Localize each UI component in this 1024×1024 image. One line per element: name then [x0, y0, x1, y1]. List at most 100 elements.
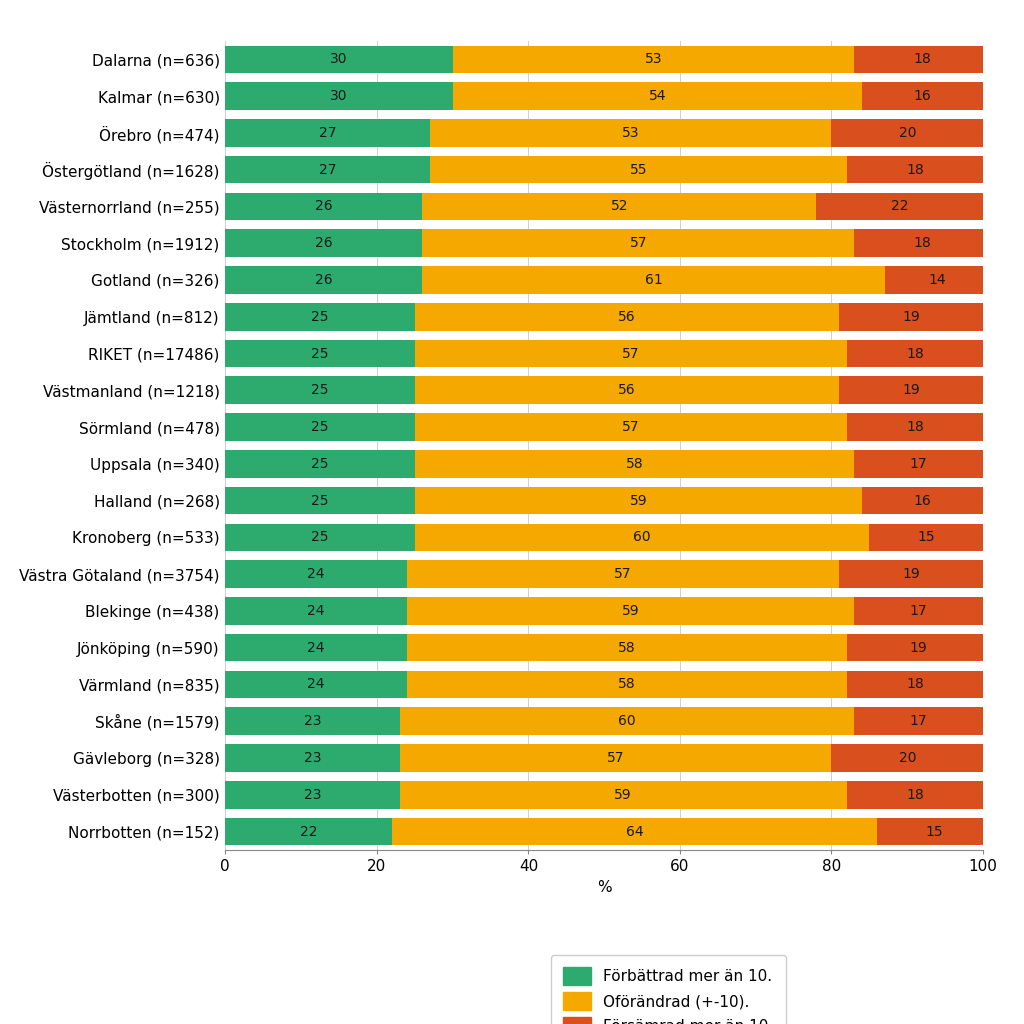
- Bar: [415, 523, 869, 551]
- Text: 64: 64: [626, 824, 643, 839]
- Text: 20: 20: [898, 126, 916, 140]
- Text: 61: 61: [644, 273, 663, 287]
- Bar: [225, 414, 415, 441]
- Text: 20: 20: [898, 751, 916, 765]
- Text: 25: 25: [311, 530, 329, 545]
- Text: 15: 15: [918, 530, 935, 545]
- Bar: [225, 560, 408, 588]
- Text: 19: 19: [909, 641, 928, 654]
- Text: 53: 53: [622, 126, 639, 140]
- Bar: [847, 671, 983, 698]
- Text: 19: 19: [902, 567, 920, 582]
- Text: 27: 27: [318, 126, 336, 140]
- Bar: [430, 156, 847, 183]
- Bar: [225, 119, 430, 146]
- Bar: [453, 82, 862, 110]
- Bar: [839, 303, 983, 331]
- Text: 18: 18: [906, 678, 924, 691]
- Text: 57: 57: [614, 567, 632, 582]
- Bar: [415, 414, 847, 441]
- Text: 16: 16: [913, 89, 931, 103]
- Bar: [839, 560, 983, 588]
- Text: 56: 56: [618, 309, 636, 324]
- Bar: [399, 781, 847, 809]
- Bar: [225, 377, 415, 404]
- Bar: [408, 634, 847, 662]
- Bar: [430, 119, 831, 146]
- Text: 24: 24: [307, 641, 325, 654]
- Text: 18: 18: [913, 52, 931, 67]
- Text: 53: 53: [645, 52, 663, 67]
- Bar: [847, 340, 983, 368]
- Bar: [831, 744, 983, 772]
- Bar: [408, 560, 839, 588]
- Bar: [225, 744, 399, 772]
- Bar: [225, 303, 415, 331]
- Text: 26: 26: [315, 200, 333, 213]
- Bar: [225, 597, 408, 625]
- Text: 19: 19: [902, 383, 920, 397]
- Text: 56: 56: [618, 383, 636, 397]
- Text: 59: 59: [622, 604, 640, 617]
- Text: 26: 26: [315, 273, 333, 287]
- Text: 23: 23: [304, 787, 322, 802]
- Text: 14: 14: [929, 273, 946, 287]
- Bar: [225, 82, 453, 110]
- Legend: Förbättrad mer än 10., Oförändrad (+-10)., Försämrad mer än 10.: Förbättrad mer än 10., Oförändrad (+-10)…: [551, 954, 785, 1024]
- Text: 25: 25: [311, 457, 329, 471]
- Bar: [415, 377, 839, 404]
- Text: 24: 24: [307, 567, 325, 582]
- Text: 15: 15: [925, 824, 943, 839]
- Text: 22: 22: [300, 824, 317, 839]
- Text: 57: 57: [607, 751, 625, 765]
- Bar: [422, 193, 816, 220]
- Text: 18: 18: [906, 420, 924, 434]
- Bar: [415, 450, 854, 477]
- Text: 57: 57: [622, 420, 639, 434]
- Text: 54: 54: [648, 89, 666, 103]
- Bar: [225, 671, 408, 698]
- Bar: [415, 303, 839, 331]
- Bar: [225, 156, 430, 183]
- Bar: [415, 486, 862, 514]
- Text: 60: 60: [633, 530, 651, 545]
- Text: 25: 25: [311, 309, 329, 324]
- Text: 18: 18: [906, 346, 924, 360]
- Bar: [225, 193, 422, 220]
- Bar: [399, 708, 854, 735]
- Bar: [847, 634, 990, 662]
- X-axis label: %: %: [597, 880, 611, 895]
- Bar: [847, 414, 983, 441]
- Text: 57: 57: [622, 346, 639, 360]
- Text: 18: 18: [913, 237, 931, 250]
- Bar: [408, 671, 847, 698]
- Bar: [877, 818, 990, 846]
- Text: 57: 57: [630, 237, 647, 250]
- Bar: [399, 744, 831, 772]
- Text: 25: 25: [311, 346, 329, 360]
- Bar: [225, 634, 408, 662]
- Bar: [831, 119, 983, 146]
- Text: 18: 18: [906, 163, 924, 177]
- Bar: [862, 486, 983, 514]
- Bar: [392, 818, 877, 846]
- Bar: [225, 523, 415, 551]
- Text: 26: 26: [315, 237, 333, 250]
- Text: 17: 17: [909, 714, 928, 728]
- Text: 24: 24: [307, 678, 325, 691]
- Text: 27: 27: [318, 163, 336, 177]
- Text: 58: 58: [618, 641, 636, 654]
- Bar: [225, 486, 415, 514]
- Text: 16: 16: [913, 494, 931, 508]
- Bar: [854, 450, 983, 477]
- Text: 30: 30: [330, 52, 348, 67]
- Text: 17: 17: [909, 457, 928, 471]
- Bar: [869, 523, 983, 551]
- Bar: [847, 781, 983, 809]
- Bar: [453, 45, 854, 73]
- Text: 22: 22: [891, 200, 908, 213]
- Bar: [225, 818, 392, 846]
- Bar: [225, 229, 422, 257]
- Text: 24: 24: [307, 604, 325, 617]
- Text: 17: 17: [909, 604, 928, 617]
